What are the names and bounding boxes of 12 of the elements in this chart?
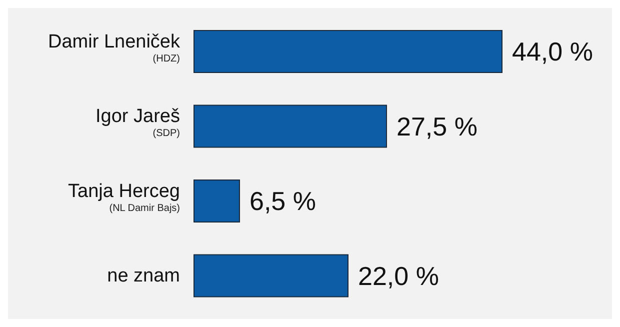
data-label: 44,0 % <box>512 36 593 67</box>
y-tick-label: ne znam <box>107 266 180 287</box>
bar <box>194 254 348 298</box>
bar <box>194 179 240 222</box>
data-label: 27,5 % <box>396 111 478 142</box>
y-tick-label: Tanja Herceg (NL Damir Bajs) <box>68 180 180 214</box>
bar <box>194 104 387 148</box>
bar <box>194 30 502 73</box>
data-label: 6,5 % <box>250 186 316 216</box>
y-tick-label: Damir Lneniček (HDZ) <box>48 31 180 64</box>
y-tick-label: Igor Jareš (SDP) <box>96 106 180 140</box>
data-label: 22,0 % <box>358 260 439 291</box>
